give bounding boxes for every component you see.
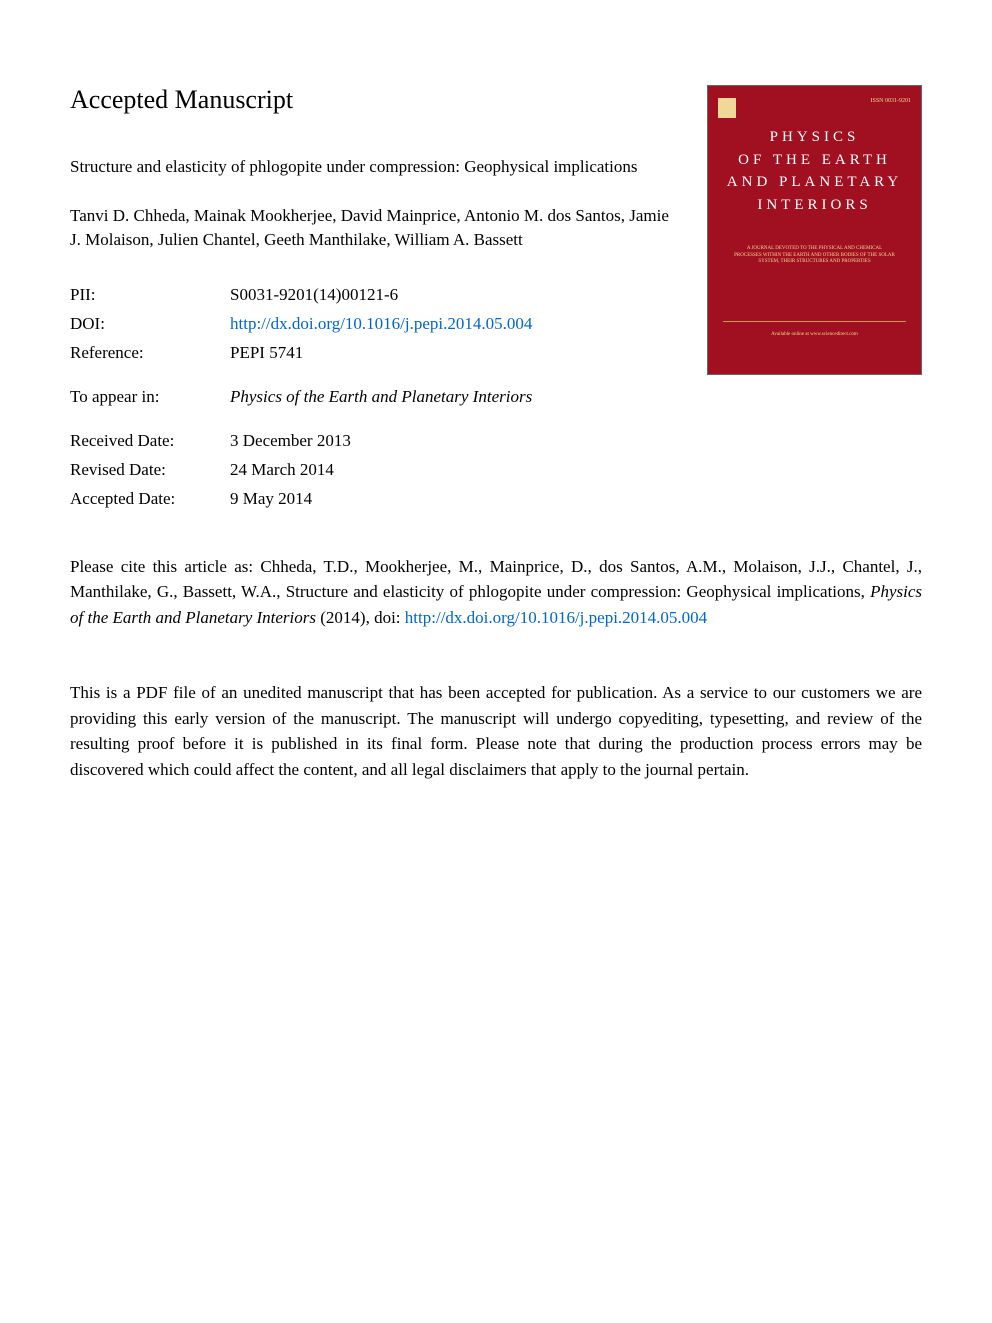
cover-top-row: ISSN 0031-9201	[718, 98, 911, 118]
cover-divider	[723, 321, 906, 322]
cover-title-line2: OF THE EARTH	[718, 149, 911, 172]
cover-subtitle: A JOURNAL DEVOTED TO THE PHYSICAL AND CH…	[718, 246, 911, 266]
article-title: Structure and elasticity of phlogopite u…	[70, 155, 677, 179]
metadata-row-doi: DOI: http://dx.doi.org/10.1016/j.pepi.20…	[70, 310, 677, 339]
cover-issn: ISSN 0031-9201	[870, 98, 911, 118]
header-section: Accepted Manuscript Structure and elasti…	[70, 85, 922, 514]
disclaimer-text: This is a PDF file of an unedited manusc…	[70, 680, 922, 782]
metadata-table: PII: S0031-9201(14)00121-6 DOI: http://d…	[70, 281, 677, 513]
appear-label: To appear in:	[70, 383, 230, 412]
revised-label: Revised Date:	[70, 456, 230, 485]
cover-title-line4: INTERIORS	[718, 194, 911, 217]
cover-title-line3: AND PLANETARY	[718, 171, 911, 194]
metadata-row-appear: To appear in: Physics of the Earth and P…	[70, 383, 677, 412]
received-label: Received Date:	[70, 427, 230, 456]
metadata-row-pii: PII: S0031-9201(14)00121-6	[70, 281, 677, 310]
pii-value: S0031-9201(14)00121-6	[230, 281, 677, 310]
received-value: 3 December 2013	[230, 427, 677, 456]
metadata-row-accepted: Accepted Date: 9 May 2014	[70, 485, 677, 514]
citation-text: Please cite this article as: Chheda, T.D…	[70, 554, 922, 631]
page-heading: Accepted Manuscript	[70, 85, 677, 115]
doi-link[interactable]: http://dx.doi.org/10.1016/j.pepi.2014.05…	[230, 310, 677, 339]
left-column: Accepted Manuscript Structure and elasti…	[70, 85, 707, 514]
metadata-row-reference: Reference: PEPI 5741	[70, 339, 677, 368]
cover-journal-title: PHYSICS OF THE EARTH AND PLANETARY INTER…	[718, 126, 911, 216]
metadata-row-received: Received Date: 3 December 2013	[70, 427, 677, 456]
citation-prefix: Please cite this article as: Chheda, T.D…	[70, 557, 922, 602]
metadata-row-revised: Revised Date: 24 March 2014	[70, 456, 677, 485]
reference-label: Reference:	[70, 339, 230, 368]
journal-cover-thumbnail: ISSN 0031-9201 PHYSICS OF THE EARTH AND …	[707, 85, 922, 375]
pii-label: PII:	[70, 281, 230, 310]
cover-bottom-text: Available online at www.sciencedirect.co…	[718, 332, 911, 337]
doi-label: DOI:	[70, 310, 230, 339]
accepted-label: Accepted Date:	[70, 485, 230, 514]
appear-value: Physics of the Earth and Planetary Inter…	[230, 383, 677, 412]
citation-suffix: (2014), doi:	[316, 608, 405, 627]
reference-value: PEPI 5741	[230, 339, 677, 368]
cover-title-line1: PHYSICS	[718, 126, 911, 149]
revised-value: 24 March 2014	[230, 456, 677, 485]
accepted-value: 9 May 2014	[230, 485, 677, 514]
citation-doi-link[interactable]: http://dx.doi.org/10.1016/j.pepi.2014.05…	[405, 608, 707, 627]
authors-list: Tanvi D. Chheda, Mainak Mookherjee, Davi…	[70, 204, 677, 252]
elsevier-logo-icon	[718, 98, 736, 118]
